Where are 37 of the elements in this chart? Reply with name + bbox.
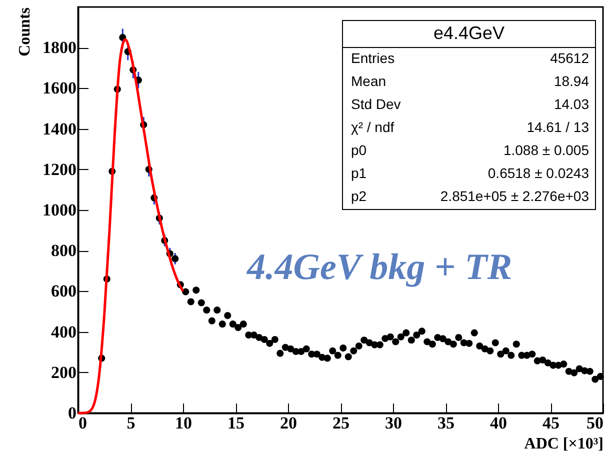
annotation: p0 (351, 142, 367, 160)
x-axis-title: ADC [×10³] (524, 436, 604, 452)
y-tick-label: 1600 (42, 78, 76, 98)
annotation: e4.4GeV (343, 21, 595, 48)
x-tick-label: 15 (228, 414, 244, 432)
y-tick-label: 1200 (42, 160, 76, 179)
x-tick-label: 5 (126, 414, 136, 432)
annotation: Entries (351, 50, 395, 68)
x-tick-label: 40 (490, 414, 507, 432)
annotation: 0.6518 ± 0.0243 (488, 165, 589, 183)
y-tick-label: 600 (51, 282, 76, 301)
y-axis-title: Counts (16, 8, 34, 56)
x-tick-label: 10 (175, 414, 192, 432)
x-tick-label: 30 (385, 414, 402, 432)
x-tick-label: 20 (280, 414, 297, 432)
annotation: p2 (351, 188, 367, 206)
x-tick-label: 50 (586, 414, 604, 432)
y-tick-label: 800 (51, 241, 76, 260)
annotation: χ² / ndf (351, 119, 394, 137)
annotation: p1 (351, 165, 367, 183)
y-tick-label: 200 (51, 362, 76, 382)
x-tick-label: 25 (332, 414, 350, 432)
annotation: Mean (351, 73, 386, 91)
x-tick-label: 45 (542, 414, 560, 432)
annotation: 1.088 ± 0.005 (503, 142, 589, 160)
annotation: 14.03 (554, 96, 589, 114)
annotation: Std Dev (351, 96, 401, 114)
annotation: 14.61 / 13 (526, 119, 589, 137)
y-tick-label: 400 (51, 322, 76, 342)
x-tick-label: 35 (438, 414, 454, 432)
y-tick-label: 1400 (42, 119, 76, 138)
annotation: 18.94 (554, 73, 589, 91)
annotation: 2.851e+05 ± 2.276e+03 (440, 188, 589, 206)
y-tick-label: 1000 (42, 200, 76, 220)
y-tick-label: 1800 (42, 38, 76, 58)
annotation: 45612 (550, 50, 589, 68)
annotation: 4.4GeV bkg + TR (247, 246, 512, 289)
